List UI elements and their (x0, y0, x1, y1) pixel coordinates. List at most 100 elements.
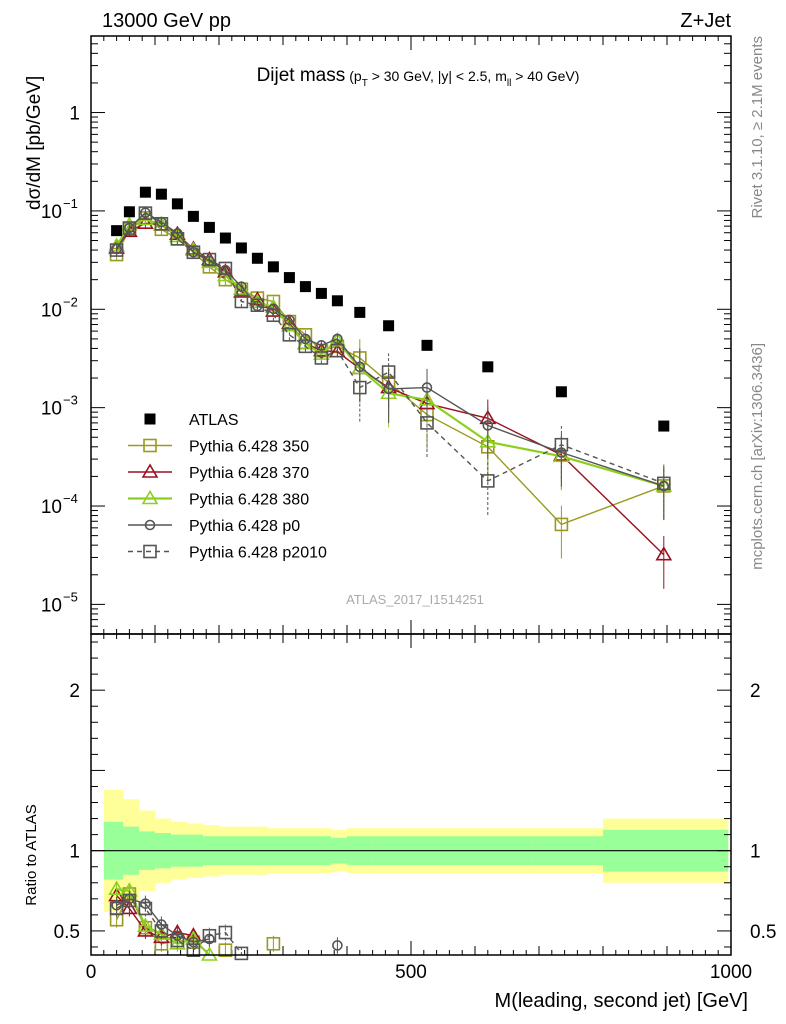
x-tick-label: 1000 (710, 962, 752, 983)
ratio-point (108, 880, 125, 895)
legend-label: Pythia 6.428 370 (189, 465, 309, 482)
ratio-point (234, 946, 249, 961)
xlabel: M(leading, second jet) [GeV] (495, 990, 748, 1012)
ratio-y-tick-label: 2 (69, 681, 80, 702)
ratio-y-tick-label-right: 0.5 (750, 922, 776, 943)
y-tick-label: 10 (41, 202, 62, 223)
data-point (203, 221, 215, 233)
data-point (299, 281, 311, 293)
data-point (283, 272, 295, 284)
data-point (250, 298, 265, 313)
data-point (154, 216, 169, 231)
data-point (316, 340, 327, 351)
data-point (331, 295, 343, 307)
data-point (658, 420, 670, 432)
data-point (354, 306, 366, 318)
ratio-point (332, 940, 343, 951)
data-point (300, 333, 311, 345)
data-point (420, 416, 434, 430)
data-point (219, 232, 231, 244)
plot-title: Dijet mass (pT > 30 GeV, |y| < 2.5, mll >… (257, 65, 580, 89)
ratio-ylabel: Ratio to ATLAS (23, 804, 40, 905)
data-point (186, 245, 201, 260)
data-point (482, 420, 494, 431)
ratio-point (218, 925, 233, 940)
data-point (554, 517, 569, 532)
y-tick-label: 10 (41, 300, 62, 321)
ratio-point (186, 943, 201, 957)
data-point (138, 206, 153, 220)
ratio-series (108, 880, 343, 961)
data-point (171, 198, 183, 210)
header-right: Z+Jet (680, 10, 731, 32)
y-tick-exponent: −5 (63, 589, 78, 604)
legend-label: Pythia 6.428 p2010 (189, 545, 327, 562)
y-tick-exponent: −2 (63, 294, 78, 309)
data-point (313, 345, 330, 360)
legend-label: Pythia 6.428 350 (189, 439, 309, 456)
data-point (298, 339, 313, 354)
ratio-point (137, 917, 154, 932)
y-tick-label: 10 (41, 497, 62, 518)
data-point (421, 382, 433, 393)
data-point (122, 221, 137, 235)
y-tick-label: 10 (41, 399, 62, 420)
data-point (137, 214, 154, 230)
data-point (234, 294, 249, 309)
data-point (202, 252, 217, 267)
y-tick-label: 1 (69, 104, 80, 125)
data-point (482, 361, 494, 373)
data-point (381, 365, 396, 379)
legend-label: Pythia 6.428 p0 (189, 518, 300, 535)
ratio-point (137, 922, 154, 937)
data-point (554, 437, 569, 452)
main-series (108, 186, 673, 589)
data-point (155, 188, 167, 200)
data-point (267, 261, 279, 273)
ratio-plot-frame (90, 633, 732, 956)
data-point (109, 243, 124, 257)
header-left: 13000 GeV pp (102, 10, 231, 32)
ratio-y-tick-label: 0.5 (54, 922, 80, 943)
ratio-point (266, 936, 281, 951)
data-point (332, 333, 343, 345)
data-point (330, 343, 345, 358)
legend-marker (141, 489, 159, 505)
ratio-y-tick-label: 1 (69, 842, 80, 863)
series-atlas (111, 186, 670, 432)
ratio-point (172, 930, 183, 942)
legend-marker (144, 519, 156, 531)
data-point (187, 210, 199, 222)
legend-label: ATLAS (189, 412, 239, 429)
x-tick-label: 500 (395, 962, 427, 983)
ratio-point (109, 901, 124, 916)
data-point (111, 225, 123, 237)
data-point (266, 308, 281, 323)
ratio-point (154, 924, 169, 938)
ratio-y-tick-label-right: 1 (750, 842, 761, 863)
data-point (123, 206, 135, 218)
data-point (314, 351, 329, 365)
axis-ticks (90, 35, 732, 955)
watermark: ATLAS_2017_I1514251 (346, 592, 484, 607)
ratio-series-pythia-6-428-p2010 (109, 892, 249, 961)
rivet-label: Rivet 3.1.10, ≥ 2.1M events (749, 36, 766, 219)
data-point (236, 281, 247, 292)
data-point (480, 474, 495, 488)
main-plot-frame (90, 35, 732, 635)
ratio-point (170, 933, 185, 948)
data-point (655, 546, 673, 561)
legend-marker (143, 438, 157, 453)
ratio-series-pythia-6-428-380 (108, 880, 338, 961)
ratio-point (218, 943, 233, 957)
data-point (315, 287, 327, 299)
mcplots-label: mcplots.cern.ch [arXiv:1306.3436] (749, 343, 766, 570)
ratio-point (122, 893, 137, 908)
data-point (555, 386, 567, 398)
y-tick-exponent: −1 (63, 196, 78, 211)
series-pythia-6-428-p2010 (109, 206, 671, 518)
legend: ATLAS Pythia 6.428 350 Pythia 6.428 370 Pyt… (128, 412, 327, 562)
ratio-point (121, 899, 138, 915)
ratio-y-tick-label-right: 2 (750, 681, 761, 702)
